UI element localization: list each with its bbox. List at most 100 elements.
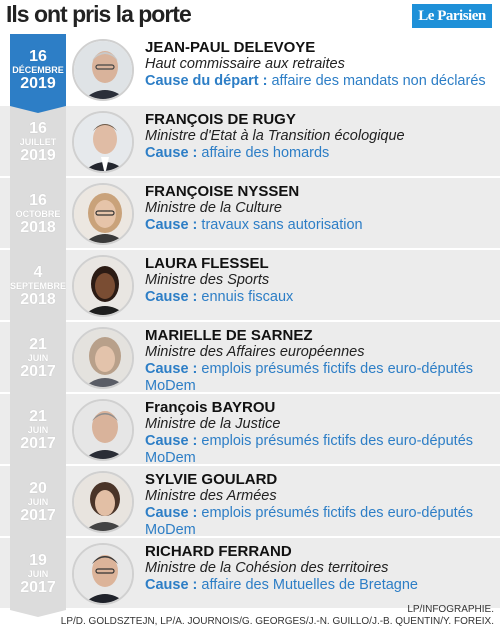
list-item: 19 JUIN 2017 RICHARD FERRAND Ministre de… [0, 538, 500, 617]
departure-cause: Cause du départ : affaire des mandats no… [145, 73, 495, 90]
date-year: 2017 [20, 506, 56, 524]
person-name: RICHARD FERRAND [145, 543, 292, 560]
portrait-photo [72, 471, 134, 533]
person-name: LAURA FLESSEL [145, 255, 269, 272]
date-month: JUILLET [19, 136, 57, 147]
entry-info: François BAYROU Ministre de la Justice C… [145, 399, 495, 467]
date-year: 2018 [20, 218, 56, 236]
cause-text: travaux sans autorisation [197, 217, 363, 233]
list-item: 16 OCTOBRE 2018 FRANÇOISE NYSSEN Ministr… [0, 178, 500, 257]
date-badge: 21 JUIN 2017 [10, 322, 66, 401]
cause-text: emplois présumés fictifs des euro-député… [145, 361, 474, 394]
departure-cause: Cause : emplois présumés fictifs des eur… [145, 433, 495, 467]
photo-credits: LP/INFOGRAPHIE. LP/D. GOLDSZTEJN, LP/A. … [61, 604, 494, 628]
entry-info: LAURA FLESSEL Ministre des Sports Cause … [145, 255, 495, 306]
list-item: 21 JUIN 2017 François BAYROU Ministre de… [0, 394, 500, 473]
date-day: 16 [29, 191, 47, 209]
date-year: 2017 [20, 434, 56, 452]
date-year: 2018 [20, 290, 56, 308]
date-year: 2017 [20, 362, 56, 380]
cause-text: emplois présumés fictifs des euro-député… [145, 433, 474, 466]
person-name: FRANÇOISE NYSSEN [145, 183, 300, 200]
date-month: JUIN [27, 568, 49, 579]
cause-label: Cause : [145, 433, 198, 449]
entry-info: SYLVIE GOULARD Ministre des Armées Cause… [145, 471, 495, 539]
le-parisien-logo[interactable]: Le Parisien [412, 4, 492, 28]
date-badge: 4 SEPTEMBRE 2018 [10, 250, 67, 329]
date-badge: 21 JUIN 2017 [10, 394, 66, 473]
person-name: SYLVIE GOULARD [145, 471, 278, 488]
person-role: Ministre des Affaires européennes [145, 344, 365, 360]
credits-line-2: LP/D. GOLDSZTEJN, LP/A. JOURNOIS/G. GEOR… [60, 616, 494, 627]
cause-label: Cause : [145, 217, 198, 233]
person-role: Ministre de la Justice [145, 416, 281, 432]
portrait-photo [72, 327, 134, 389]
date-day: 21 [29, 335, 47, 353]
page-title: Ils ont pris la porte [6, 1, 192, 27]
date-month: JUIN [27, 496, 49, 507]
portrait-photo [72, 183, 134, 245]
portrait-photo [72, 39, 134, 101]
credits-line-1: LP/INFOGRAPHIE. [407, 604, 494, 615]
cause-label: Cause : [145, 361, 198, 377]
date-day: 4 [33, 263, 43, 281]
entry-info: RICHARD FERRAND Ministre de la Cohésion … [145, 543, 495, 594]
person-name: MARIELLE DE SARNEZ [145, 327, 313, 344]
portrait-photo [72, 255, 134, 317]
person-name: FRANÇOIS DE RUGY [145, 111, 296, 128]
cause-text: affaire des Mutuelles de Bretagne [197, 577, 418, 593]
cause-label: Cause : [145, 577, 198, 593]
person-role: Ministre de la Cohésion des territoires [145, 560, 389, 576]
date-month: JUIN [27, 424, 49, 435]
cause-text: affaire des mandats non déclarés [267, 73, 486, 89]
date-year: 2017 [20, 578, 56, 596]
cause-label: Cause du départ : [145, 73, 268, 89]
departure-cause: Cause : affaire des homards [145, 145, 495, 162]
date-year: 2019 [20, 146, 56, 164]
date-badge: 16 OCTOBRE 2018 [10, 178, 66, 257]
date-day: 21 [29, 407, 47, 425]
portrait-photo [72, 111, 134, 173]
person-name: François BAYROU [145, 399, 276, 416]
departure-cause: Cause : travaux sans autorisation [145, 217, 495, 234]
list-item: 4 SEPTEMBRE 2018 LAURA FLESSEL Ministre … [0, 250, 500, 329]
cause-text: affaire des homards [197, 145, 330, 161]
person-role: Ministre des Sports [145, 272, 270, 288]
date-month: JUIN [27, 352, 49, 363]
person-role: Ministre de la Culture [145, 200, 282, 216]
date-month: SEPTEMBRE [10, 280, 67, 291]
departure-cause: Cause : ennuis fiscaux [145, 289, 495, 306]
entry-info: FRANÇOIS DE RUGY Ministre d'Etat à la Tr… [145, 111, 495, 162]
date-day: 19 [29, 551, 47, 569]
departure-cause: Cause : emplois présumés fictifs des eur… [145, 505, 495, 539]
date-month: DÉCEMBRE [12, 64, 64, 75]
date-day: 20 [29, 479, 47, 497]
date-day: 16 [29, 119, 47, 137]
entry-info: FRANÇOISE NYSSEN Ministre de la Culture … [145, 183, 495, 234]
date-badge: 16 DÉCEMBRE 2019 [10, 34, 66, 113]
person-name: JEAN-PAUL DELEVOYE [145, 39, 316, 56]
cause-label: Cause : [145, 505, 198, 521]
cause-label: Cause : [145, 289, 198, 305]
person-role: Ministre des Armées [145, 488, 277, 504]
portrait-photo [72, 543, 134, 605]
portrait-photo [72, 399, 134, 461]
date-day: 16 [29, 47, 47, 65]
entry-info: JEAN-PAUL DELEVOYE Haut commissaire aux … [145, 39, 495, 90]
date-badge: 20 JUIN 2017 [10, 466, 66, 545]
person-role: Ministre d'Etat à la Transition écologiq… [145, 128, 405, 144]
list-item: 16 JUILLET 2019 FRANÇOIS DE RUGY Ministr… [0, 106, 500, 185]
list-item: 20 JUIN 2017 SYLVIE GOULARD Ministre des… [0, 466, 500, 545]
person-role: Haut commissaire aux retraites [145, 56, 345, 72]
date-month: OCTOBRE [15, 208, 61, 219]
date-year: 2019 [20, 74, 56, 92]
cause-text: ennuis fiscaux [197, 289, 294, 305]
cause-label: Cause : [145, 145, 198, 161]
date-badge: 19 JUIN 2017 [10, 538, 66, 617]
cause-text: emplois présumés fictifs des euro-député… [145, 505, 474, 538]
header: Ils ont pris la porte Le Parisien [0, 0, 500, 34]
departure-cause: Cause : affaire des Mutuelles de Bretagn… [145, 577, 495, 594]
list-item: 21 JUIN 2017 MARIELLE DE SARNEZ Ministre… [0, 322, 500, 401]
list-item: 16 DÉCEMBRE 2019 JEAN-PAUL DELEVOYE Haut… [0, 34, 500, 113]
entry-info: MARIELLE DE SARNEZ Ministre des Affaires… [145, 327, 495, 395]
